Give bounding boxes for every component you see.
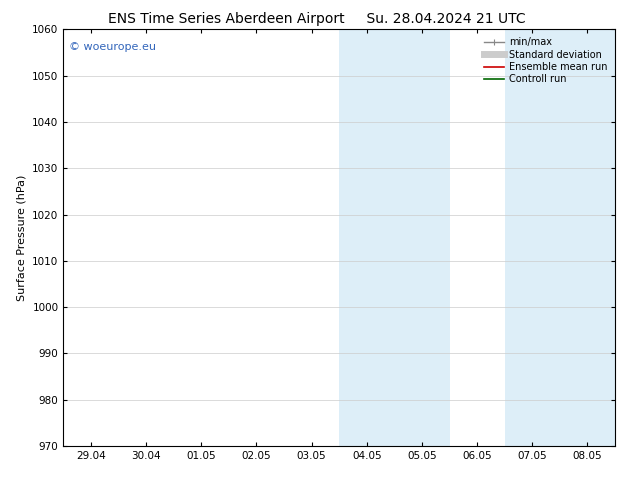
Text: © woeurope.eu: © woeurope.eu bbox=[69, 42, 156, 52]
Legend: min/max, Standard deviation, Ensemble mean run, Controll run: min/max, Standard deviation, Ensemble me… bbox=[481, 34, 610, 87]
Bar bbox=[505, 29, 615, 446]
Y-axis label: Surface Pressure (hPa): Surface Pressure (hPa) bbox=[16, 174, 27, 301]
Bar bbox=[339, 29, 450, 446]
Text: ENS Time Series Aberdeen Airport     Su. 28.04.2024 21 UTC: ENS Time Series Aberdeen Airport Su. 28.… bbox=[108, 12, 526, 26]
